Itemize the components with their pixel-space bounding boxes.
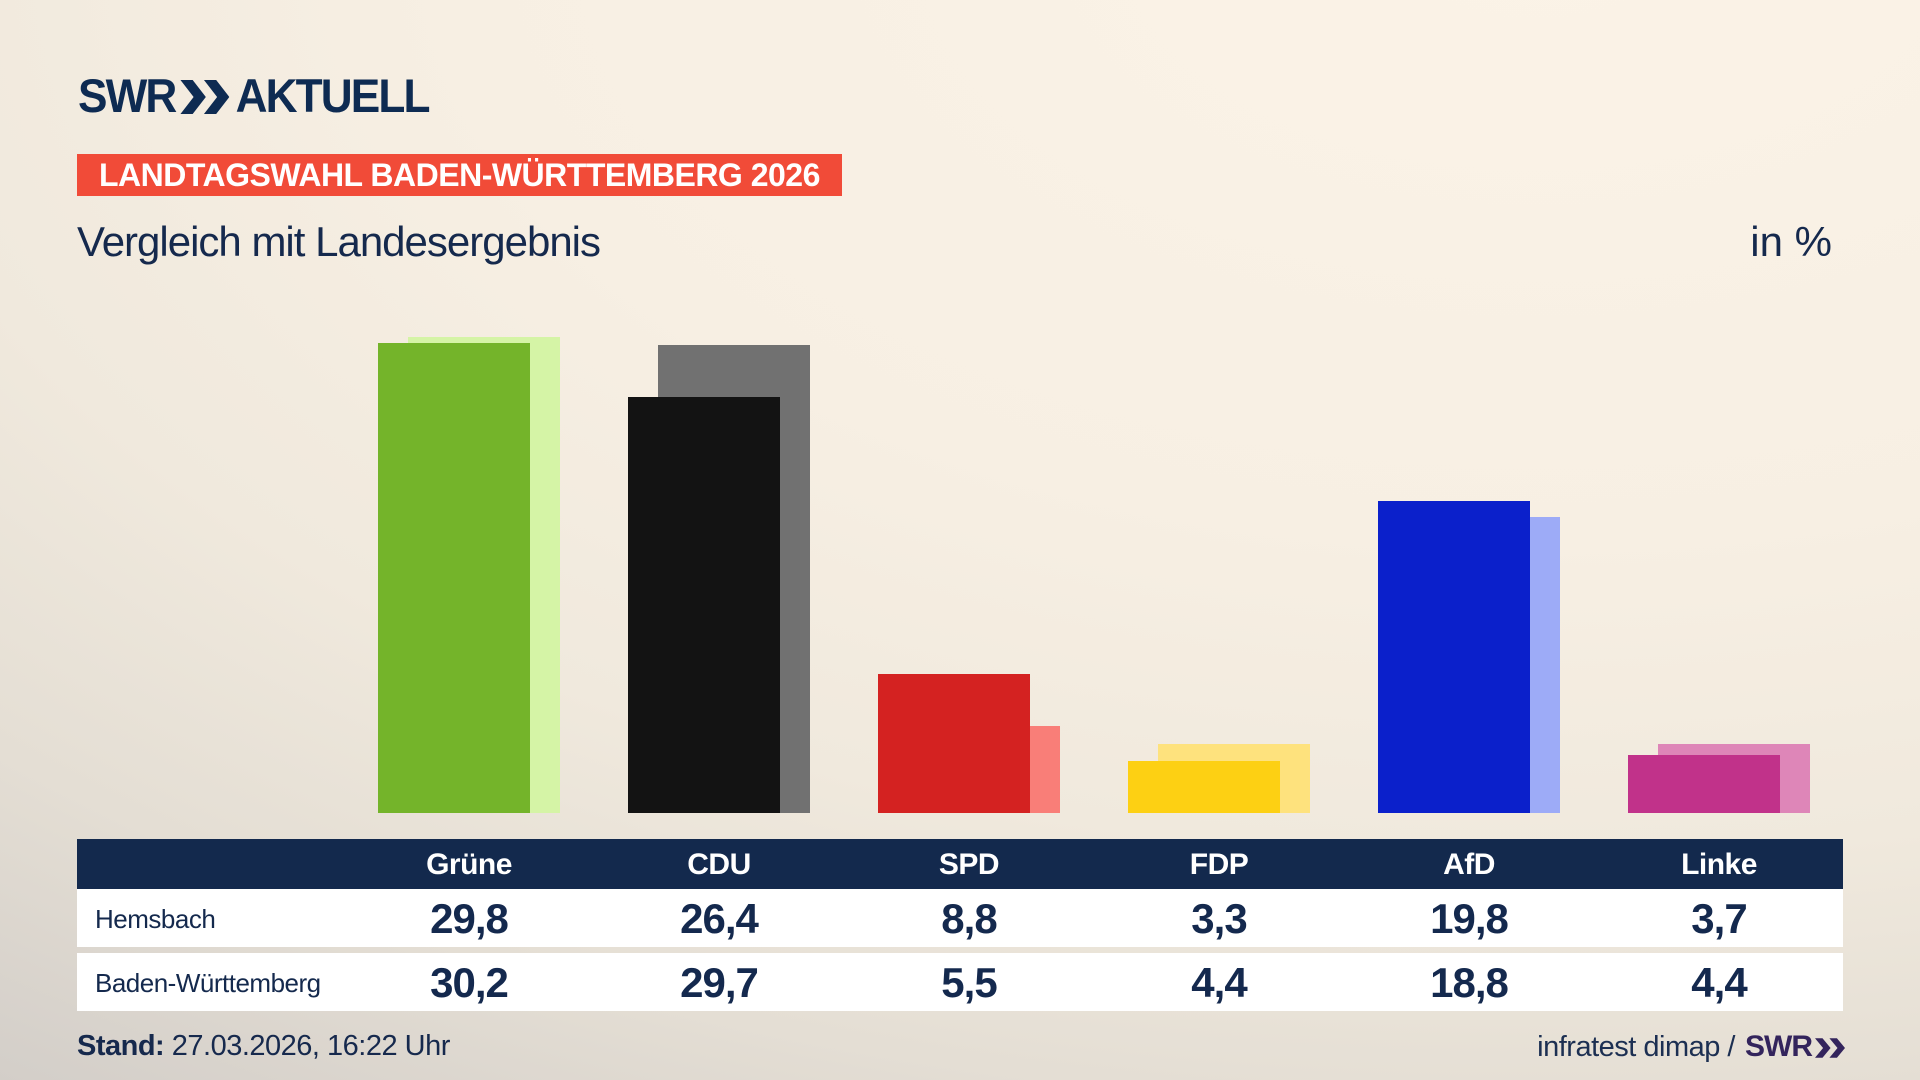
source-text: infratest dimap / <box>1537 1030 1735 1063</box>
logo-aktuell-text: AKTUELL <box>235 69 431 122</box>
swr-aktuell-logo: SWR AKTUELL <box>78 68 431 123</box>
bar-hemsbach-spd <box>878 674 1030 813</box>
table-header-row: Grüne CDU SPD FDP AfD Linke <box>77 839 1843 889</box>
chart-title: Vergleich mit Landesergebnis <box>77 218 601 265</box>
logo-swr-text: SWR <box>78 69 177 122</box>
value-hemsbach-cdu: 26,4 <box>680 895 759 942</box>
column-header-linke: Linke <box>1681 848 1757 881</box>
swr-chevrons-icon <box>180 79 230 114</box>
timestamp: Stand: 27.03.2026, 16:22 Uhr <box>77 1030 450 1063</box>
value-hemsbach-linke: 3,7 <box>1691 895 1747 942</box>
value-baden-württemberg-afd: 18,8 <box>1430 959 1509 1006</box>
bar-hemsbach-fdp <box>1128 761 1280 813</box>
bar-hemsbach-grüne <box>378 343 530 813</box>
value-baden-württemberg-linke: 4,4 <box>1691 959 1747 1006</box>
value-hemsbach-grüne: 29,8 <box>430 895 509 942</box>
source-swr-chevrons-icon <box>1815 1038 1845 1058</box>
table-row-hemsbach: Hemsbach 29,8 26,4 8,8 3,3 19,8 3,7 <box>77 889 1843 947</box>
row-label: Baden-Württemberg <box>95 968 321 998</box>
value-baden-württemberg-grüne: 30,2 <box>430 959 509 1006</box>
value-baden-württemberg-cdu: 29,7 <box>680 959 759 1006</box>
bar-hemsbach-cdu <box>628 397 780 813</box>
unit-label: in % <box>1750 218 1832 265</box>
value-hemsbach-afd: 19,8 <box>1430 895 1509 942</box>
results-table: Grüne CDU SPD FDP AfD Linke Hemsbach 29,8 26,4 8… <box>77 839 1843 1011</box>
source-credit: infratest dimap / SWR <box>1537 1030 1845 1064</box>
row-label: Hemsbach <box>95 904 216 934</box>
value-baden-württemberg-fdp: 4,4 <box>1191 959 1247 1006</box>
column-header-spd: SPD <box>938 848 1000 881</box>
column-header-fdp: FDP <box>1189 848 1249 881</box>
column-header-cdu: CDU <box>687 848 751 881</box>
column-header-afd: AfD <box>1443 848 1495 881</box>
table-row-baden-württemberg: Baden-Württemberg 30,2 29,7 5,5 4,4 18,8 4,4 <box>77 953 1843 1011</box>
election-badge: LANDTAGSWAHL BADEN-WÜRTTEMBERG 2026 <box>77 154 842 196</box>
value-hemsbach-fdp: 3,3 <box>1191 895 1247 942</box>
stand-value: 27.03.2026, 16:22 Uhr <box>164 1030 451 1062</box>
stand-label: Stand: <box>77 1030 165 1062</box>
source-swr-text: SWR <box>1745 1030 1813 1063</box>
value-baden-württemberg-spd: 5,5 <box>941 959 997 1006</box>
value-hemsbach-spd: 8,8 <box>941 895 997 942</box>
bar-hemsbach-linke <box>1628 755 1780 813</box>
bar-hemsbach-afd <box>1378 501 1530 813</box>
column-header-grüne: Grüne <box>426 848 512 881</box>
